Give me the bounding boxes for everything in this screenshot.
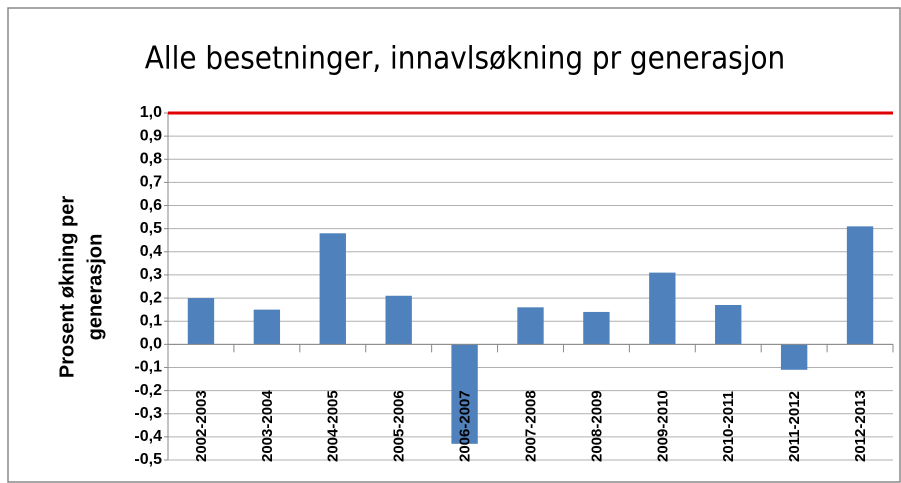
x-tick-label: 2002-2003: [193, 390, 210, 462]
bar: [715, 305, 742, 345]
y-tick-label: 0,0: [140, 336, 162, 353]
x-tick-label: 2008-2009: [588, 390, 605, 462]
x-tick-label: 2003-2004: [259, 390, 276, 462]
y-tick-label: 0,1: [140, 312, 162, 329]
y-tick-label: -0,1: [134, 359, 162, 376]
bar: [517, 307, 544, 345]
x-tick-label: 2005-2006: [391, 390, 408, 462]
y-tick-label: 0,3: [140, 266, 162, 283]
x-tick-label: 2010-2011: [720, 391, 737, 462]
y-tick-label: 1,0: [140, 104, 162, 121]
y-tick-label: 0,9: [140, 127, 162, 144]
y-tick-label: 0,4: [140, 243, 162, 260]
x-tick-label: 2007-2008: [522, 390, 539, 462]
y-tick-label: -0,4: [134, 428, 162, 445]
bar: [780, 344, 808, 370]
y-tick-label: -0,2: [134, 382, 162, 399]
bar: [319, 233, 346, 345]
y-tick-label: 0,2: [140, 289, 162, 306]
x-tick-label: 2012-2013: [852, 390, 869, 462]
y-tick-label: 0,8: [140, 150, 162, 167]
x-tick-label: 2004-2005: [325, 390, 342, 462]
bar: [846, 226, 874, 345]
chart-title: Alle besetninger, innavlsøkning pr gener…: [145, 41, 785, 77]
bar: [583, 311, 610, 345]
y-tick-label: 0,6: [140, 197, 162, 214]
y-tick-label: 0,7: [140, 174, 162, 191]
y-tick-label: -0,3: [134, 405, 162, 422]
bar: [253, 309, 281, 345]
x-tick-label: 2011-2012: [786, 391, 803, 462]
y-tick-label: -0,5: [134, 451, 162, 468]
bar: [649, 272, 676, 345]
bar: [187, 298, 215, 345]
y-tick-label: 0,5: [140, 220, 162, 237]
x-tick-label: 2009-2010: [654, 390, 671, 462]
x-tick-label: 2006-2007: [457, 390, 474, 462]
y-axis-label: Prosent økning per: [56, 196, 78, 378]
bar: [451, 344, 478, 444]
bar: [385, 295, 412, 345]
y-axis-label: generasjon: [84, 234, 106, 341]
